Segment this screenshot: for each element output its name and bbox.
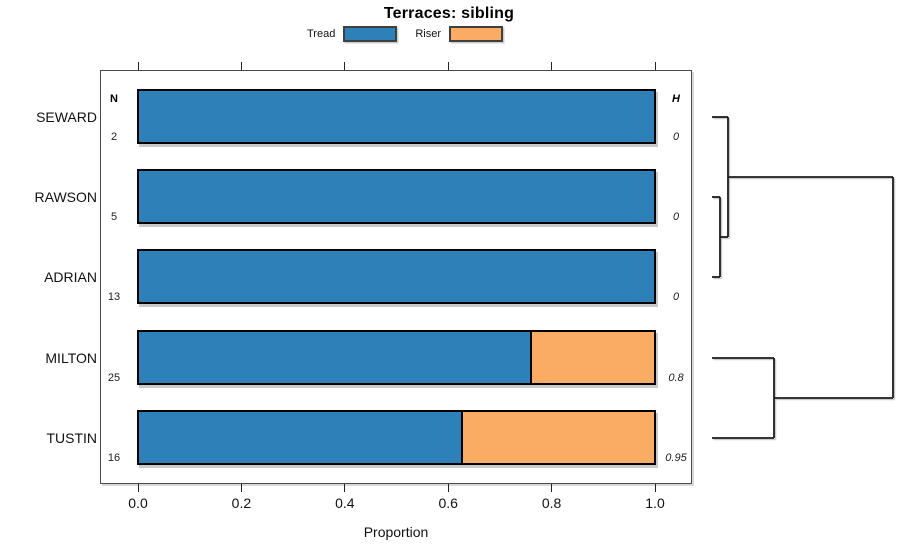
h-value: 0 <box>672 291 680 303</box>
column-header-n: N <box>110 93 118 105</box>
chart-title: Terraces: sibling <box>383 5 515 22</box>
category-label-tustin: TUSTIN <box>46 429 97 446</box>
x-axis-bottom-tick <box>654 484 656 492</box>
x-axis-title: Proportion <box>363 524 429 540</box>
category-label-milton: MILTON <box>45 349 97 366</box>
x-axis-tick-label: 0.6 <box>438 495 458 511</box>
legend-label-tread: Tread <box>307 28 336 40</box>
h-value: 0 <box>672 131 680 143</box>
x-axis-tick-label: 0.8 <box>541 495 562 511</box>
h-value: 0 <box>672 211 680 223</box>
stacked-bar-rawson <box>137 169 656 224</box>
x-axis-top-tick <box>551 62 553 70</box>
n-value: 13 <box>107 291 121 303</box>
tread-segment <box>139 251 654 302</box>
riser-segment <box>462 412 654 463</box>
x-axis-top-tick <box>447 62 449 70</box>
plot-area-border <box>100 70 692 484</box>
category-label-rawson: RAWSON <box>34 188 97 205</box>
x-axis-bottom-tick <box>240 484 242 492</box>
x-axis-top-tick <box>137 62 139 70</box>
stacked-bar-adrian <box>137 249 656 304</box>
stacked-bar-milton <box>137 330 656 385</box>
category-label-seward: SEWARD <box>36 108 97 125</box>
tread-segment <box>139 412 463 463</box>
tread-segment <box>139 91 654 142</box>
n-value: 2 <box>110 131 118 143</box>
legend-swatch-riser <box>449 26 503 42</box>
legend-swatch-tread <box>343 26 398 42</box>
x-axis-tick-label: 0.2 <box>231 495 252 511</box>
x-axis-tick-label: 1.0 <box>645 495 665 511</box>
x-axis-bottom-tick <box>447 484 449 492</box>
h-value: 0.8 <box>668 372 684 384</box>
n-value: 5 <box>110 211 118 223</box>
category-label-adrian: ADRIAN <box>44 268 97 285</box>
legend-label-riser: Riser <box>415 28 441 40</box>
x-axis-top-tick <box>654 62 656 70</box>
x-axis-bottom-tick <box>551 484 553 492</box>
tread-segment <box>139 332 533 383</box>
x-axis-tick-label: 0.4 <box>335 495 355 511</box>
x-axis-bottom-tick <box>137 484 139 492</box>
tread-segment <box>139 171 654 222</box>
x-axis-bottom-tick <box>344 484 346 492</box>
stacked-bar-tustin <box>137 410 656 465</box>
riser-segment <box>532 332 654 383</box>
x-axis-tick-label: 0.0 <box>128 495 148 511</box>
column-header-h: H <box>672 93 680 105</box>
n-value: 25 <box>107 372 121 384</box>
x-axis-top-tick <box>344 62 346 70</box>
legend: Tread Riser <box>307 26 521 42</box>
stacked-bar-seward <box>137 89 656 144</box>
h-value: 0.95 <box>665 452 687 464</box>
x-axis-top-tick <box>240 62 242 70</box>
n-value: 16 <box>107 452 121 464</box>
